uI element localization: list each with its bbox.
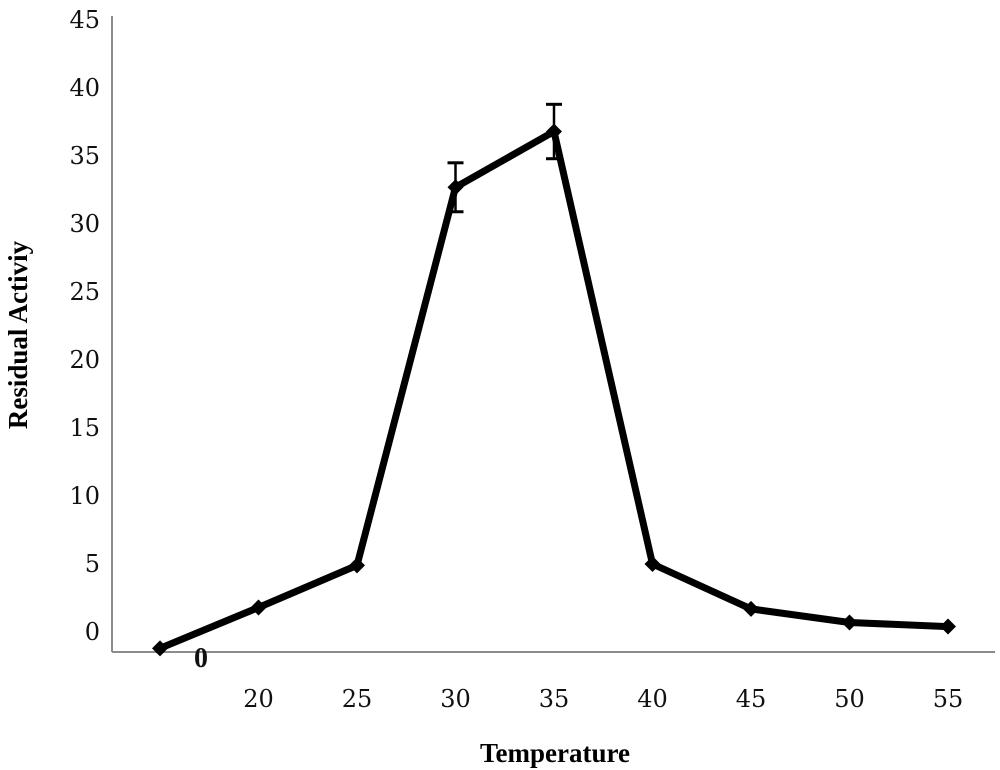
y-tick-label: 15 [69, 414, 100, 442]
y-tick-label: 0 [85, 618, 100, 646]
x-tick-label: 50 [834, 685, 865, 713]
y-tick-label: 10 [69, 482, 100, 510]
x-tick-label: 25 [342, 685, 373, 713]
data-point-marker [644, 556, 661, 572]
series-line [156, 128, 952, 652]
x-tick-label: 30 [440, 685, 471, 713]
data-point-marker [349, 557, 365, 574]
y-tick-labels: 0 5 10 15 20 25 30 35 40 45 [69, 6, 100, 646]
data-point-marker [250, 599, 267, 616]
y-tick-label: 20 [69, 346, 100, 374]
x-tick-label: 20 [243, 685, 274, 713]
stray-zero-label: 0 [194, 643, 208, 674]
y-tick-label: 35 [69, 142, 100, 170]
data-point-marker [940, 618, 956, 635]
y-tick-label: 5 [85, 550, 100, 578]
x-tick-label: 35 [539, 685, 570, 713]
data-point-marker [447, 179, 464, 196]
y-axis-title: Residual Activiy [3, 240, 33, 429]
x-tick-labels: 20 25 30 35 40 45 50 55 [243, 685, 963, 713]
y-tick-label: 45 [69, 6, 100, 34]
x-tick-label: 45 [736, 685, 767, 713]
x-tick-label: 55 [933, 685, 964, 713]
data-point-marker [152, 640, 168, 657]
y-tick-label: 30 [69, 210, 100, 238]
x-tick-label: 40 [637, 685, 668, 713]
data-point-marker [743, 600, 759, 617]
y-tick-label: 40 [69, 74, 100, 102]
series-group [152, 102, 956, 657]
y-tick-label: 25 [69, 278, 100, 306]
x-axis-title: Temperature [480, 738, 630, 768]
data-point-marker [841, 614, 858, 631]
data-point-marker [546, 123, 562, 140]
chart-axes [111, 16, 995, 653]
